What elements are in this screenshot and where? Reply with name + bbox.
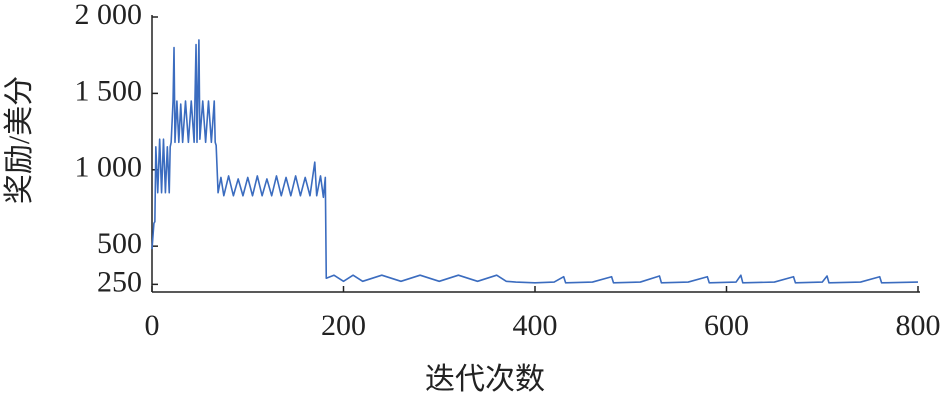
x-tick-label: 400 bbox=[513, 309, 558, 342]
y-tick-label: 500 bbox=[97, 227, 142, 260]
y-tick-label: 1 000 bbox=[75, 151, 143, 184]
x-tick-label: 600 bbox=[704, 309, 749, 342]
line bbox=[151, 39, 919, 284]
y-axis-label: 奖励/美分 bbox=[3, 76, 36, 204]
x-tick-label: 0 bbox=[145, 309, 160, 342]
x-tick-label: 200 bbox=[321, 309, 366, 342]
y-tick-label: 250 bbox=[97, 265, 142, 298]
y-tick-label: 2 000 bbox=[75, 0, 143, 31]
y-tick-label: 1 500 bbox=[75, 74, 143, 107]
x-axis-label: 迭代次数 bbox=[425, 363, 545, 396]
x-tick-label: 800 bbox=[896, 309, 941, 342]
